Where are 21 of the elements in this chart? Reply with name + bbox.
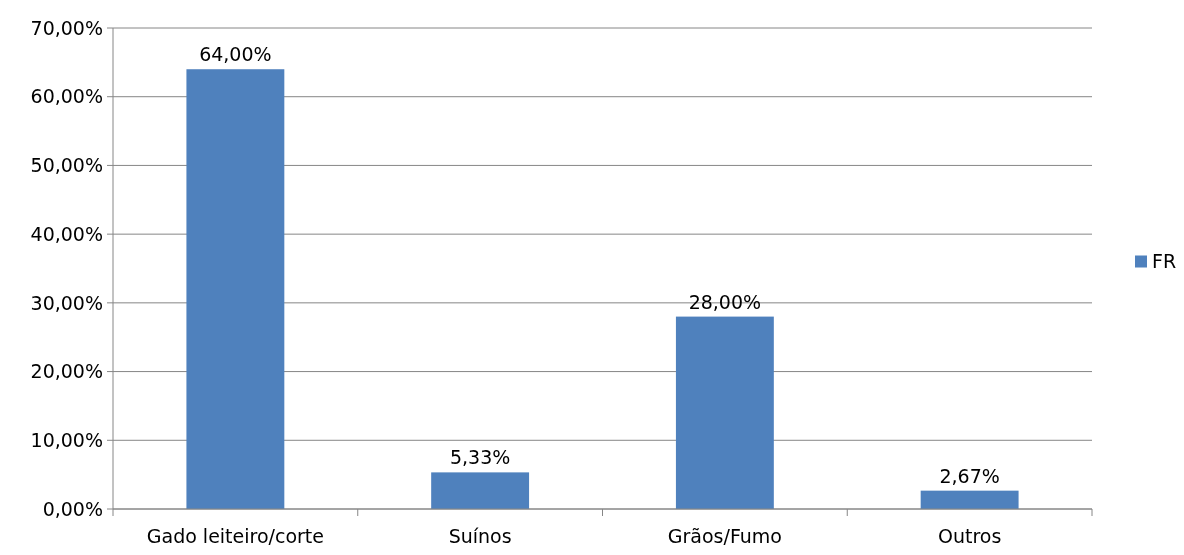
- y-tick-label: 60,00%: [30, 85, 103, 108]
- y-tick-label: 50,00%: [30, 154, 103, 177]
- x-tick-label: Outros: [937, 525, 1002, 547]
- data-label: 5,33%: [449, 446, 511, 469]
- y-tick-label: 10,00%: [30, 428, 103, 451]
- x-tick-label: Grãos/Fumo: [667, 525, 782, 547]
- y-tick-label: 20,00%: [30, 360, 103, 383]
- data-label: 64,00%: [199, 43, 272, 66]
- data-label: 28,00%: [688, 290, 762, 313]
- y-tick-label: 30,00%: [30, 291, 103, 314]
- bar: [431, 472, 530, 509]
- data-label: 2,67%: [939, 464, 1000, 487]
- y-tick-label: 40,00%: [30, 222, 103, 245]
- bar: [920, 490, 1019, 509]
- bar: [675, 316, 774, 509]
- x-tick-label: Gado leiteiro/corte: [146, 525, 324, 547]
- x-tick-label: Suínos: [448, 525, 512, 547]
- legend-label: FR: [1152, 250, 1177, 273]
- bar: [186, 69, 285, 509]
- y-tick-label: 70,00%: [30, 16, 103, 39]
- y-tick-label: 0,00%: [42, 497, 103, 520]
